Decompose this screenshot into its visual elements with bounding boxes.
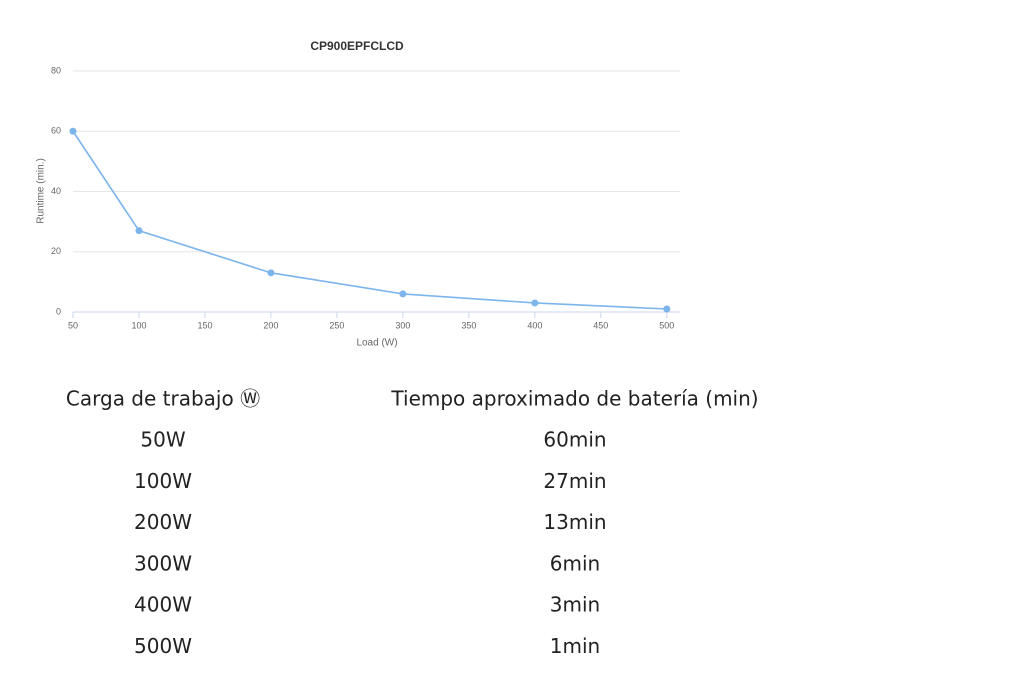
data-point xyxy=(267,269,275,277)
x-tick-label: 500 xyxy=(659,320,674,330)
table-cell: 13min xyxy=(543,510,606,534)
x-tick-label: 450 xyxy=(593,320,608,330)
table-cell: 60min xyxy=(543,428,606,452)
table-cell: 50W xyxy=(140,428,185,452)
table-header: Carga de trabajo Ⓦ xyxy=(66,387,260,411)
x-tick-label: 200 xyxy=(263,320,278,330)
x-tick-label: 250 xyxy=(329,320,344,330)
table-cell: 500W xyxy=(134,634,192,658)
table-cell: 3min xyxy=(550,593,600,617)
y-tick-label: 60 xyxy=(51,126,61,136)
y-tick-label: 20 xyxy=(51,246,61,256)
x-tick-label: 300 xyxy=(395,320,410,330)
y-tick-label: 0 xyxy=(56,306,61,316)
x-axis-label: Load (W) xyxy=(356,338,397,349)
table-cell: 6min xyxy=(550,551,600,575)
table-header: Tiempo aproximado de batería (min) xyxy=(390,387,758,411)
x-tick-label: 100 xyxy=(131,320,146,330)
x-tick-label: 50 xyxy=(68,320,78,330)
table-cell: 300W xyxy=(134,551,192,575)
table-cell: 27min xyxy=(543,469,606,493)
x-tick-label: 400 xyxy=(527,320,542,330)
data-point xyxy=(399,290,407,298)
chart-title: CP900EPFCLCD xyxy=(310,39,404,53)
data-point xyxy=(663,305,671,313)
x-tick-label: 150 xyxy=(197,320,212,330)
data-point xyxy=(69,127,77,135)
data-point xyxy=(531,299,539,307)
y-tick-label: 40 xyxy=(51,186,61,196)
data-point xyxy=(135,227,143,235)
y-tick-label: 80 xyxy=(51,65,61,75)
y-axis-label: Runtime (min.) xyxy=(36,158,47,224)
x-tick-label: 350 xyxy=(461,320,476,330)
table-cell: 400W xyxy=(134,593,192,617)
series-line xyxy=(72,130,667,310)
table-cell: 100W xyxy=(134,469,192,493)
table-cell: 1min xyxy=(550,634,600,658)
table-cell: 200W xyxy=(134,510,192,534)
